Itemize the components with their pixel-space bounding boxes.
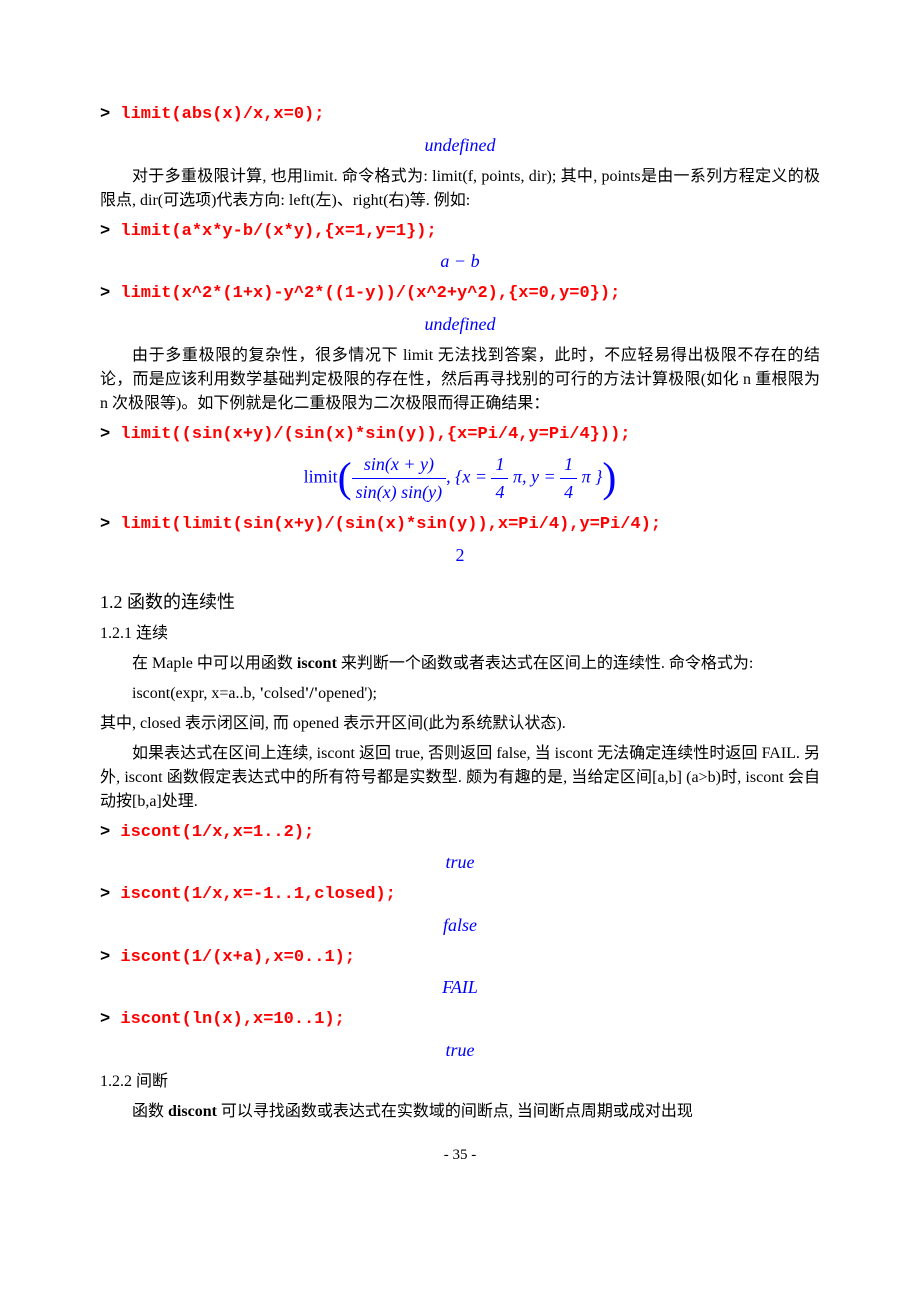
out-true-1: true xyxy=(100,849,820,876)
out-fail: FAIL xyxy=(100,974,820,1001)
out-undefined-2: undefined xyxy=(100,311,820,338)
para-discont: 函数 discont 可以寻找函数或表达式在实数域的间断点, 当间断点周期或成对… xyxy=(100,1100,820,1124)
cmd-limit-sin: > limit((sin(x+y)/(sin(x)*sin(y)),{x=Pi/… xyxy=(100,422,820,448)
out-a-minus-b: a − b xyxy=(100,248,820,275)
out-limit-expr: limit(sin(x + y)sin(x) sin(y), {x = 14 π… xyxy=(100,451,820,506)
cmd-iscont-4: > iscont(ln(x),x=10..1); xyxy=(100,1007,820,1033)
para-iscont-intro: 在 Maple 中可以用函数 iscont 来判断一个函数或者表达式在区间上的连… xyxy=(100,652,820,676)
cmd-iscont-1: > iscont(1/x,x=1..2); xyxy=(100,820,820,846)
heading-1-2-1: 1.2.1 连续 xyxy=(100,622,820,646)
out-undefined-1: undefined xyxy=(100,132,820,159)
cmd-limit-abs: > limit(abs(x)/x,x=0); xyxy=(100,102,820,128)
para-complexity: 由于多重极限的复杂性，很多情况下 limit 无法找到答案，此时，不应轻易得出极… xyxy=(100,344,820,416)
para-iscont-syntax: iscont(expr, x=a..b, 'colsed'/'opened'); xyxy=(100,682,820,706)
para-iscont-behavior: 如果表达式在区间上连续, iscont 返回 true, 否则返回 false,… xyxy=(100,742,820,814)
page-number: - 35 - xyxy=(100,1144,820,1167)
cmd-limit-axy: > limit(a*x*y-b/(x*y),{x=1,y=1}); xyxy=(100,219,820,245)
out-true-2: true xyxy=(100,1037,820,1064)
para-multilimit: 对于多重极限计算, 也用limit. 命令格式为: limit(f, point… xyxy=(100,165,820,213)
heading-1-2-2: 1.2.2 间断 xyxy=(100,1070,820,1094)
cmd-iscont-3: > iscont(1/(x+a),x=0..1); xyxy=(100,945,820,971)
page: > limit(abs(x)/x,x=0); undefined 对于多重极限计… xyxy=(0,0,920,1300)
heading-1-2: 1.2 函数的连续性 xyxy=(100,589,820,616)
para-closed-opened: 其中, closed 表示闭区间, 而 opened 表示开区间(此为系统默认状… xyxy=(100,712,820,736)
cmd-limit-nested: > limit(limit(sin(x+y)/(sin(x)*sin(y)),x… xyxy=(100,512,820,538)
out-false: false xyxy=(100,912,820,939)
out-2: 2 xyxy=(100,542,820,569)
cmd-iscont-2: > iscont(1/x,x=-1..1,closed); xyxy=(100,882,820,908)
cmd-limit-x2y2: > limit(x^2*(1+x)-y^2*((1-y))/(x^2+y^2),… xyxy=(100,281,820,307)
